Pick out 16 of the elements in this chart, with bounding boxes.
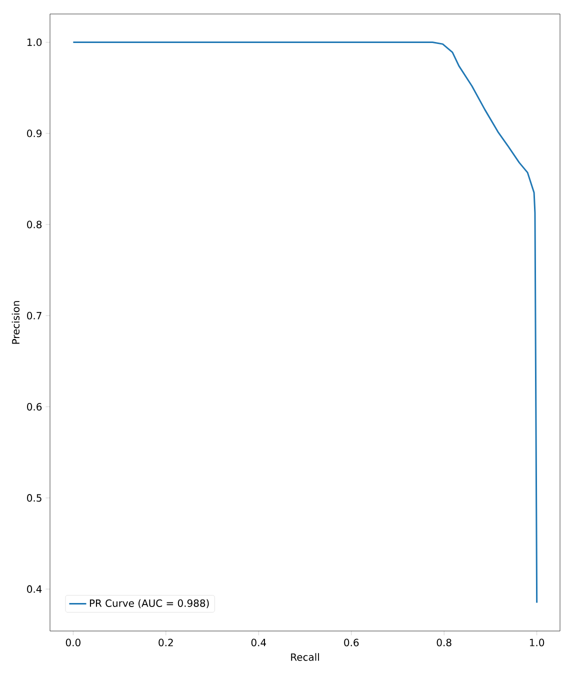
y-tick-label: 0.9	[27, 130, 42, 138]
x-tick-label: 0.6	[344, 638, 359, 646]
legend-label: PR Curve (AUC = 0.988)	[90, 599, 209, 608]
x-tick-label: 1.0	[530, 638, 544, 646]
x-tick-label: 0.8	[436, 638, 452, 646]
y-tick-label: 0.6	[27, 403, 42, 411]
y-tick-label: 0.4	[27, 585, 42, 593]
x-tick-label: 0.2	[158, 638, 173, 646]
x-axis-title: Recall	[291, 653, 319, 661]
x-tick-label: 0.4	[251, 638, 266, 646]
y-tick-label: 0.8	[27, 220, 42, 228]
y-tick-label: 0.7	[27, 312, 42, 320]
x-tick-label: 0.0	[66, 638, 80, 646]
y-tick-label: 1.0	[27, 38, 42, 46]
y-tick-label: 0.5	[27, 494, 42, 502]
y-axis-title: Precision	[12, 301, 20, 344]
